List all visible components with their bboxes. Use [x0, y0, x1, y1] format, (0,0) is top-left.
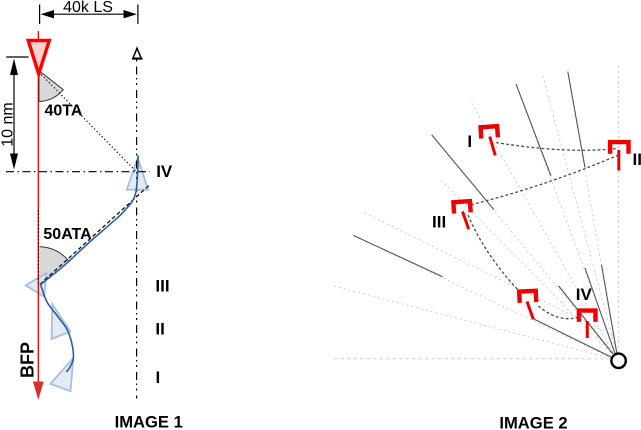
svg-text:10 nm: 10 nm — [0, 102, 17, 146]
svg-text:IMAGE 1: IMAGE 1 — [115, 413, 183, 430]
svg-text:IV: IV — [576, 285, 593, 304]
svg-text:II: II — [155, 320, 164, 339]
svg-text:40k LS: 40k LS — [63, 0, 113, 16]
svg-text:I: I — [156, 368, 161, 387]
svg-text:BFP: BFP — [18, 342, 38, 378]
svg-text:50ATA: 50ATA — [43, 226, 92, 243]
svg-text:IMAGE 2: IMAGE 2 — [499, 414, 567, 430]
svg-text:III: III — [432, 213, 446, 232]
svg-text:III: III — [155, 277, 169, 296]
svg-text:40TA: 40TA — [45, 102, 83, 119]
svg-text:II: II — [633, 150, 641, 169]
svg-text:I: I — [467, 132, 472, 151]
svg-text:IV: IV — [156, 162, 173, 181]
